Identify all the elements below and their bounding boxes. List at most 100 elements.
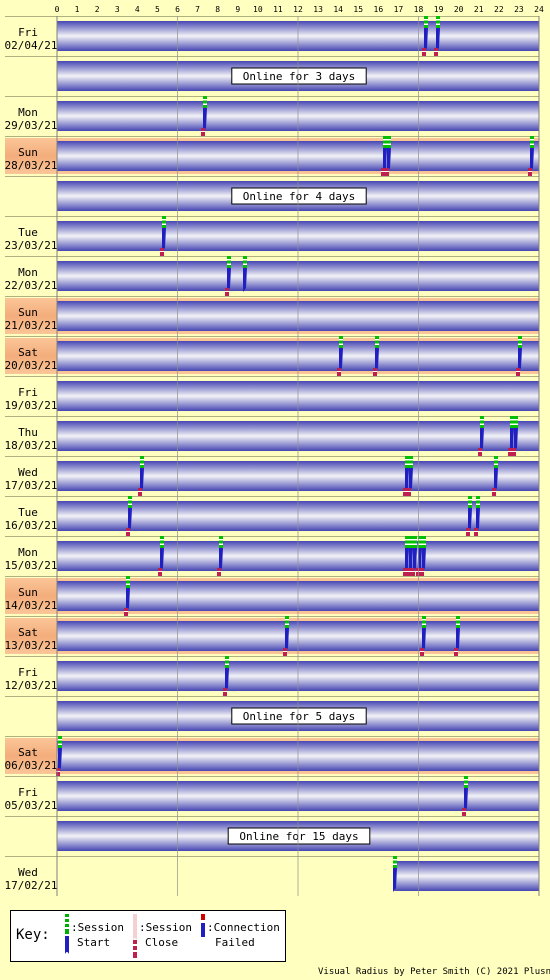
session-marker-start <box>385 136 391 176</box>
connection-failed-key-line1: :Connection <box>207 921 280 934</box>
session-close-key-line1: :Session <box>139 921 192 934</box>
session-start-key-line2: Start <box>77 936 111 949</box>
row-day-label: Mon <box>18 546 38 559</box>
row-day-label: Fri <box>18 386 38 399</box>
row-day-label: Sat <box>18 626 38 639</box>
session-marker-start <box>403 536 409 576</box>
hour-tick-label: 5 <box>155 5 160 14</box>
hour-tick-label: 21 <box>474 5 484 14</box>
hour-tick-label: 13 <box>313 5 323 14</box>
session-marker-start <box>373 336 379 376</box>
hour-tick-label: 3 <box>115 5 120 14</box>
hour-tick-label: 15 <box>353 5 363 14</box>
session-marker-start <box>466 496 472 536</box>
session-marker-start <box>201 96 207 136</box>
row-date-label: 16/03/21 <box>5 519 58 532</box>
hour-tick-label: 4 <box>135 5 140 14</box>
session-marker-start <box>158 536 164 576</box>
hour-tick-label: 18 <box>414 5 424 14</box>
session-marker-start <box>474 496 480 536</box>
hour-tick-label: 9 <box>235 5 240 14</box>
hour-tick-label: 22 <box>494 5 504 14</box>
gap-label-box <box>231 707 367 725</box>
session-marker-start <box>462 776 468 816</box>
session-marker-start <box>407 536 413 576</box>
row-date-label: 29/03/21 <box>5 119 58 132</box>
session-marker-start <box>381 136 387 176</box>
row-day-label: Sat <box>18 346 38 359</box>
session-start-key-line1: :Session <box>71 921 124 934</box>
session-marker-start <box>217 536 223 576</box>
row-date-label: 14/03/21 <box>5 599 58 612</box>
row-date-label: 28/03/21 <box>5 159 58 172</box>
online-gap-row: Online for 5 days <box>5 696 539 731</box>
session-marker-start <box>420 536 426 576</box>
row-date-label: 21/03/21 <box>5 319 58 332</box>
hour-tick-label: 19 <box>434 5 444 14</box>
hour-tick-label: 12 <box>293 5 303 14</box>
hour-tick-label: 6 <box>175 5 180 14</box>
hour-tick-label: 10 <box>253 5 263 14</box>
row-day-label: Sun <box>18 586 38 599</box>
row-day-label: Thu <box>18 426 38 439</box>
footer-credit: Visual Radius by Peter Smith (C) 2021 Pl… <box>318 967 550 977</box>
row-day-label: Wed <box>18 866 38 879</box>
row-date-label: 05/03/21 <box>5 799 58 812</box>
connection-failed-key-line2: Failed <box>215 936 255 949</box>
key-box: Key: :Session Start :Session Close :Conn… <box>10 910 286 962</box>
session-marker-session_gap <box>243 256 247 292</box>
session-marker-start <box>138 456 144 496</box>
hour-tick-label: 24 <box>534 5 544 14</box>
session-marker-start <box>160 216 166 256</box>
hour-tick-label: 8 <box>215 5 220 14</box>
row-date-label: 17/02/21 <box>5 879 58 892</box>
connection-failed-key-icon <box>201 914 205 937</box>
hour-tick-label: 11 <box>273 5 283 14</box>
hour-tick-label: 14 <box>333 5 343 14</box>
hour-tick-label: 20 <box>454 5 464 14</box>
session-close-key-icon <box>133 914 137 958</box>
row-date-label: 13/03/21 <box>5 639 58 652</box>
row-day-label: Fri <box>18 26 38 39</box>
online-gap-row: Online for 4 days <box>5 176 539 211</box>
hour-tick-label: 16 <box>374 5 384 14</box>
session-marker-start <box>225 256 231 296</box>
row-day-label: Tue <box>18 506 38 519</box>
online-gap-row: Online for 3 days <box>5 56 539 91</box>
hour-tick-label: 2 <box>95 5 100 14</box>
session-marker-start <box>223 656 229 696</box>
row-date-label: 23/03/21 <box>5 239 58 252</box>
hour-grid <box>56 16 540 896</box>
session-marker-start <box>434 16 440 56</box>
row-date-label: 20/03/21 <box>5 359 58 372</box>
session-marker-start <box>492 456 498 496</box>
session-marker-start <box>512 416 518 456</box>
session-marker-start <box>516 336 522 376</box>
row-date-label: 22/03/21 <box>5 279 58 292</box>
hour-tick-label: 0 <box>55 5 60 14</box>
row-day-label: Wed <box>18 466 38 479</box>
row-day-label: Tue <box>18 226 38 239</box>
row-day-label: Mon <box>18 266 38 279</box>
session-markers <box>56 16 534 892</box>
row-date-label: 02/04/21 <box>5 39 58 52</box>
gap-label-box <box>231 67 367 85</box>
key-title: Key: <box>16 927 50 943</box>
row-date-label: 18/03/21 <box>5 439 58 452</box>
hour-tick-label: 1 <box>75 5 80 14</box>
gap-label-box <box>227 827 371 845</box>
